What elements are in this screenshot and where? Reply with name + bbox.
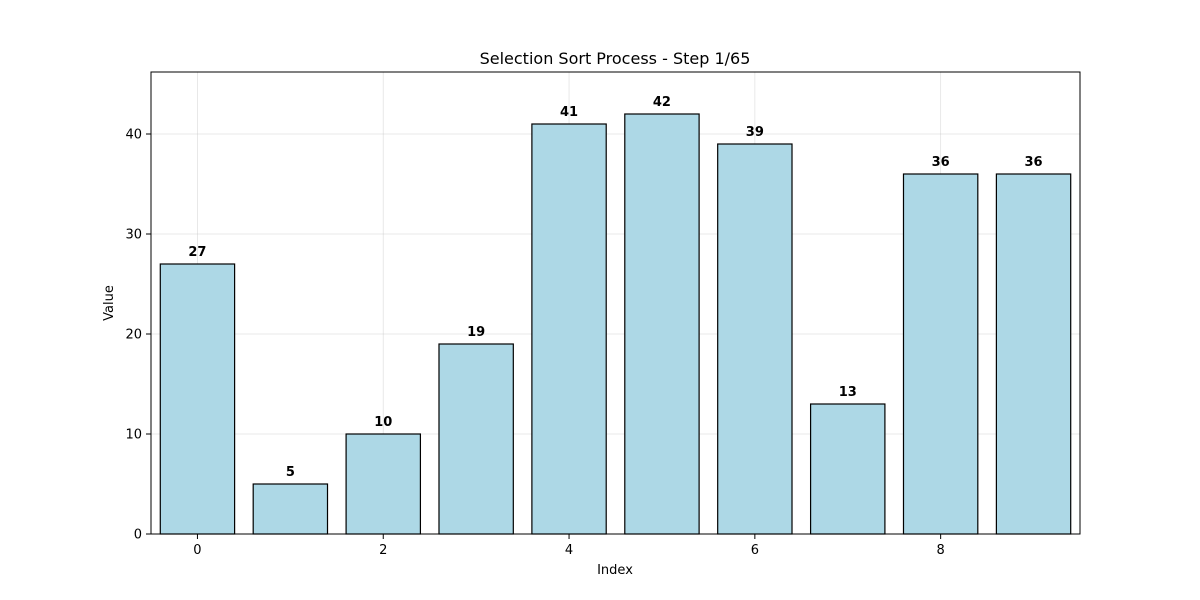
bar: [624, 113, 700, 535]
bar-value-label: 13: [839, 385, 857, 400]
bar-value-label: 41: [560, 105, 578, 120]
bar-value-label: 39: [746, 125, 764, 140]
bar-value-label: 19: [467, 325, 485, 340]
y-axis-ticks: 0 10 20 30 40: [125, 128, 151, 543]
x-axis-label: Index: [597, 563, 633, 578]
x-tick-label: 0: [193, 543, 201, 558]
bar-value-label: 42: [653, 95, 671, 110]
y-axis-label: Value: [102, 285, 117, 321]
x-tick-label: 8: [937, 543, 945, 558]
bar: [809, 403, 886, 535]
bar: [995, 173, 1072, 535]
bar: [717, 143, 793, 535]
bar: [252, 483, 329, 535]
y-tick-label: 0: [134, 528, 142, 543]
data-labels: 27 5 10 19 41 42 39 13 36 36: [188, 95, 1042, 480]
plot-frame: [150, 71, 1081, 535]
bar-value-label: 10: [374, 415, 392, 430]
bar-value-label: 27: [188, 245, 206, 260]
bar: [345, 433, 422, 535]
bar: [159, 263, 236, 535]
bar: [902, 173, 979, 535]
y-tick-label: 10: [125, 428, 142, 443]
x-tick-label: 2: [379, 543, 387, 558]
y-tick-label: 40: [125, 128, 142, 143]
x-tick-label: 6: [751, 543, 759, 558]
bars: [159, 113, 1072, 535]
bar-value-label: 5: [286, 465, 295, 480]
bar-value-label: 36: [1025, 155, 1043, 170]
x-axis-ticks: 0 2 4 6 8: [193, 534, 945, 558]
bar: [438, 343, 514, 535]
chart-title: Selection Sort Process - Step 1/65: [480, 49, 751, 68]
bar-value-label: 36: [932, 155, 950, 170]
bar: [531, 123, 607, 535]
y-tick-label: 20: [125, 328, 142, 343]
y-tick-label: 30: [125, 228, 142, 243]
x-tick-label: 4: [565, 543, 573, 558]
